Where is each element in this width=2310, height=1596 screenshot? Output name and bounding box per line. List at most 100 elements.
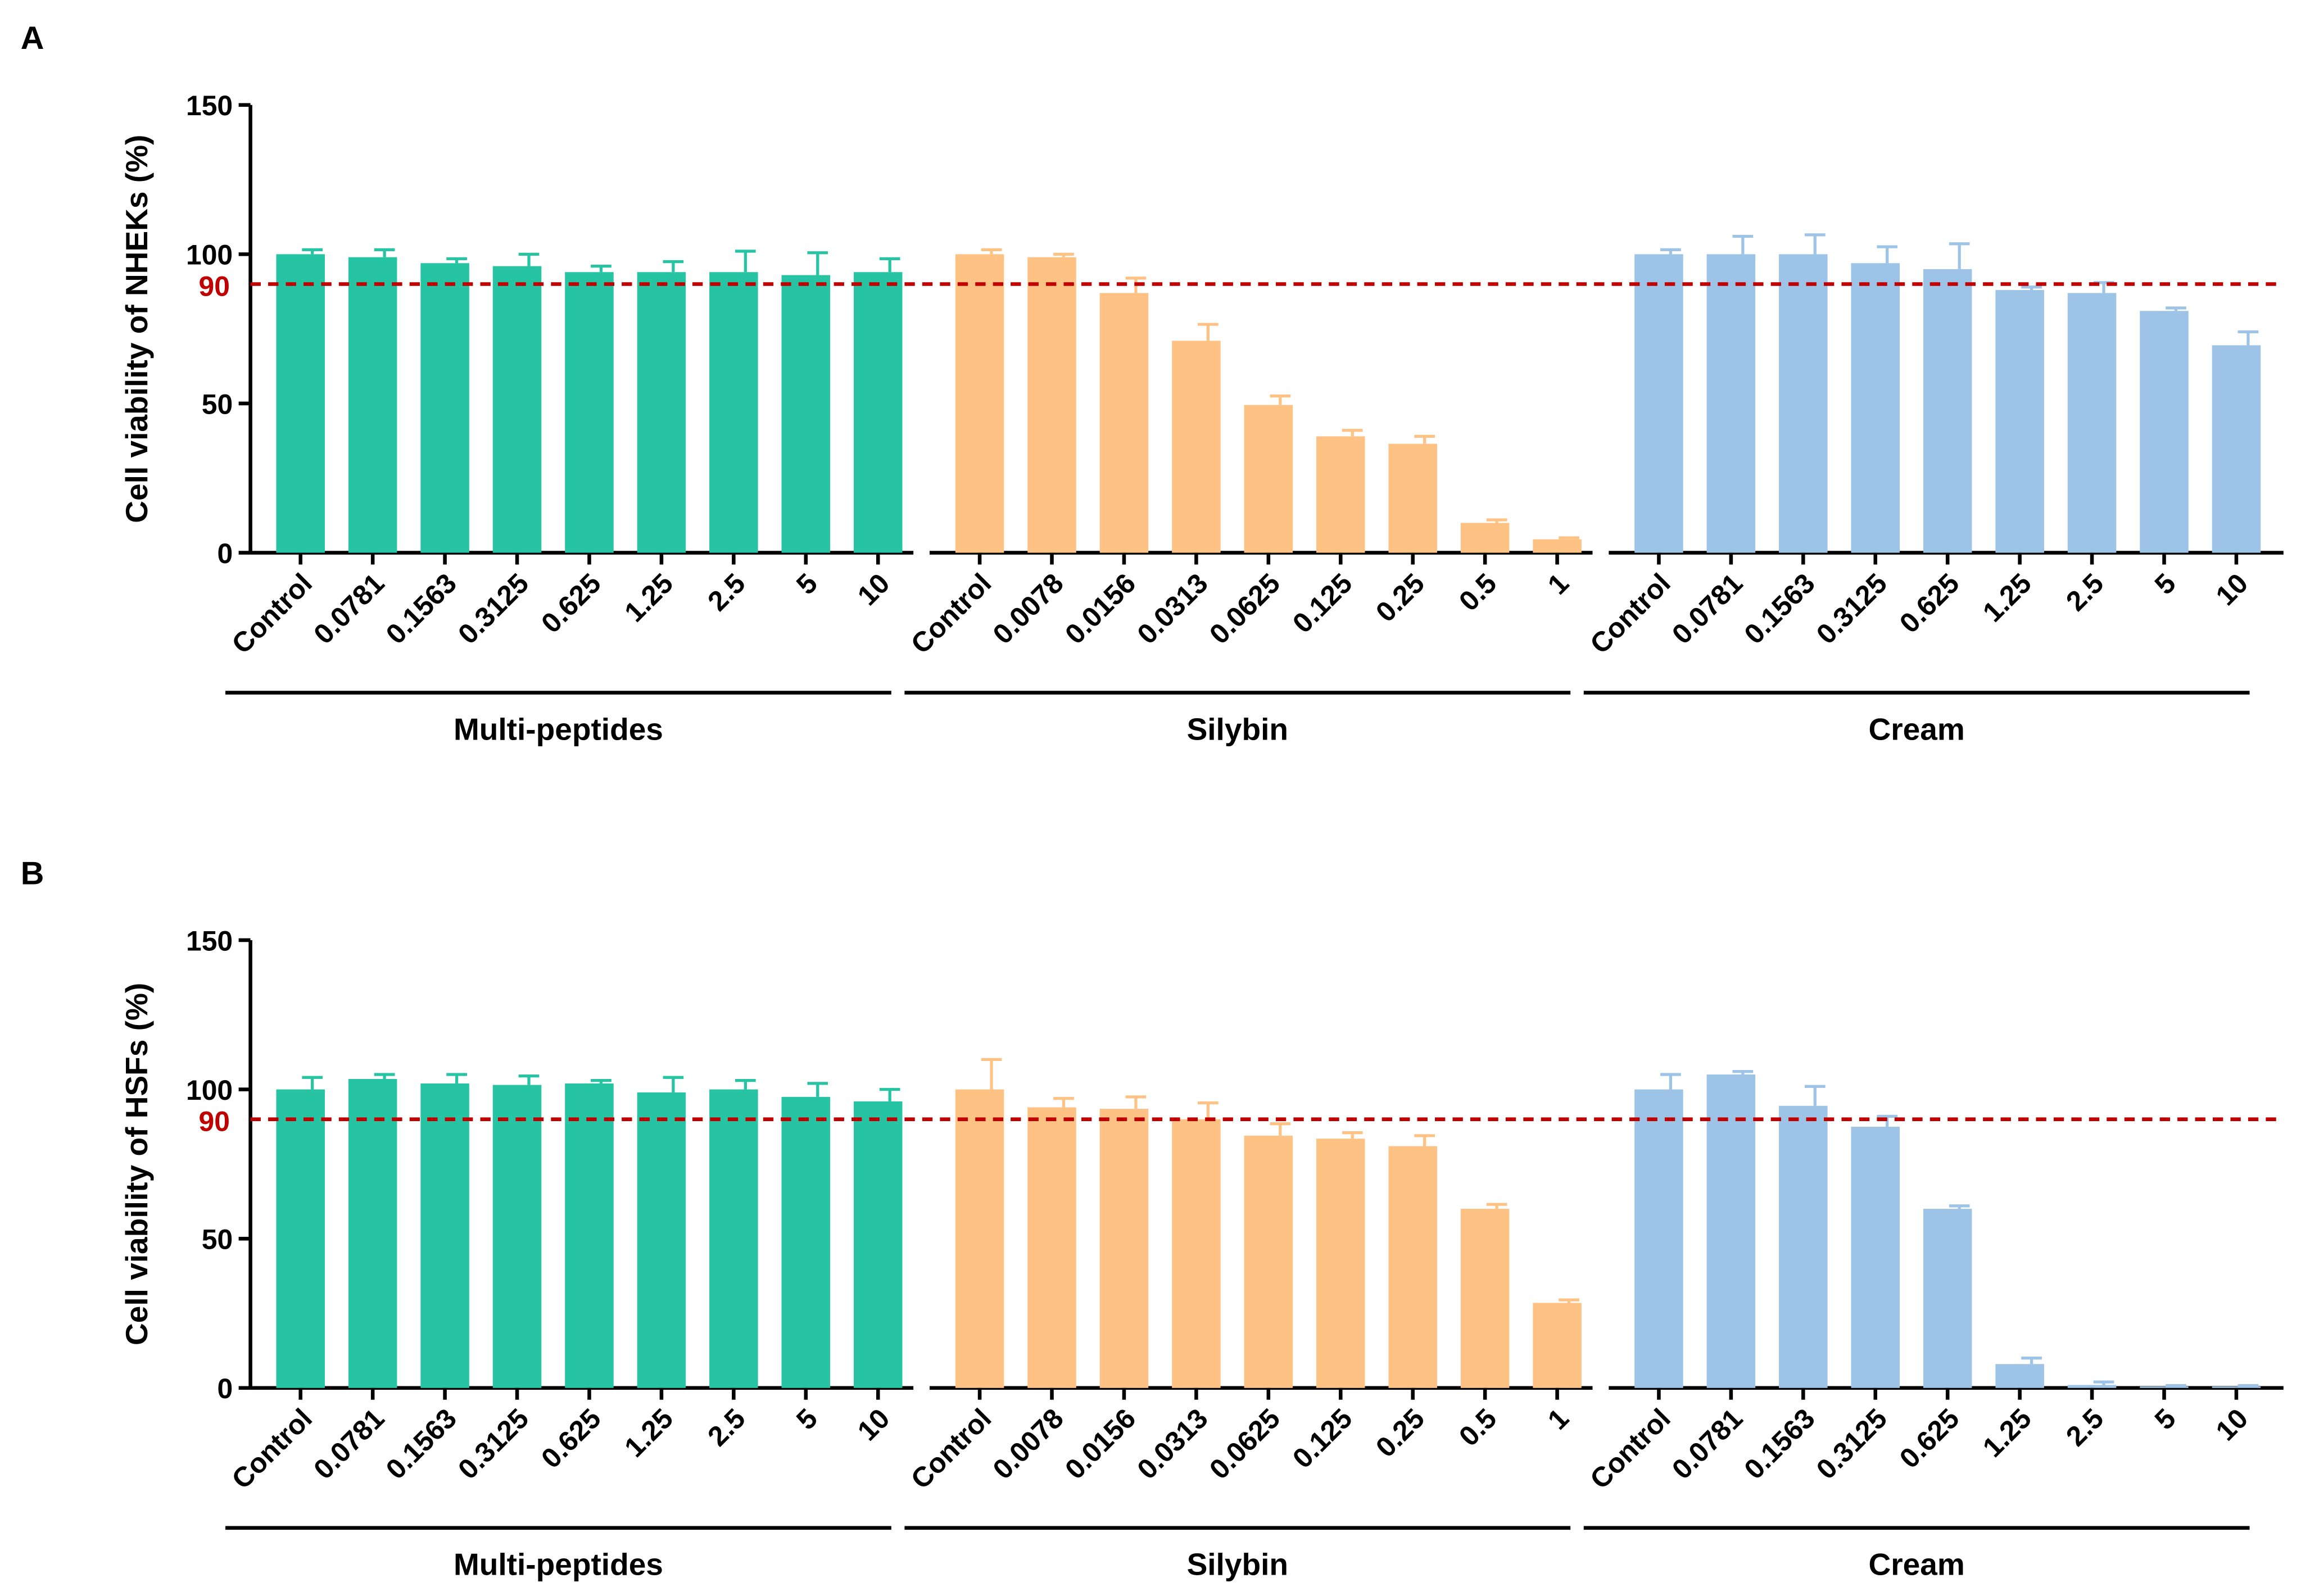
y-tick-label: 100 [186, 239, 233, 271]
x-tick-label: 1.25 [618, 1403, 679, 1463]
x-tick-label: Control [225, 567, 318, 660]
x-tick-label: 0.1563 [1738, 567, 1820, 650]
x-tick-label: Control [905, 1403, 998, 1495]
x-tick-label: 1.25 [618, 567, 679, 628]
x-tick-label: 10 [851, 567, 896, 611]
x-tick-label: 0.625 [1894, 567, 1965, 639]
bar [1779, 1105, 1828, 1388]
bar [492, 1085, 542, 1388]
bar [781, 1096, 831, 1388]
x-tick-label: 2.5 [2060, 1403, 2110, 1453]
x-tick-label: 1.25 [1977, 567, 2037, 628]
group-label: Cream [1868, 711, 1964, 746]
bar [276, 254, 325, 553]
group-label: Silybin [1187, 711, 1288, 746]
group-label: Cream [1868, 1547, 1964, 1582]
bar [1027, 1107, 1076, 1388]
x-tick-label: 0.5 [1453, 1403, 1503, 1453]
x-tick-label: Control [225, 1403, 318, 1495]
x-tick-label: 5 [790, 567, 823, 600]
bar [565, 1083, 614, 1388]
panel-label: B [21, 855, 44, 891]
bar [1027, 257, 1076, 553]
y-tick-label: 50 [202, 1224, 233, 1255]
bar [420, 1083, 469, 1388]
bar [1995, 290, 2044, 553]
x-tick-label: 0.3125 [1810, 567, 1893, 650]
y-tick-label: 100 [186, 1074, 233, 1106]
bar [1634, 1089, 1683, 1388]
x-tick-label: Control [905, 567, 998, 660]
bar [420, 263, 469, 553]
y-tick-label: 50 [202, 388, 233, 420]
x-tick-label: 0.0625 [1203, 1403, 1286, 1485]
x-tick-label: 0.0781 [307, 567, 390, 650]
bar [853, 272, 903, 553]
x-tick-label: 0.0078 [987, 1403, 1070, 1485]
bar [1099, 1109, 1149, 1388]
bar [1172, 1119, 1221, 1388]
bar [1172, 341, 1221, 553]
x-tick-label: 0.1563 [1738, 1403, 1820, 1485]
y-axis-title: Cell viability of HSFs (%) [119, 983, 154, 1345]
bar [1851, 263, 1900, 553]
bar [1706, 254, 1756, 553]
x-tick-label: 10 [2210, 1403, 2254, 1447]
bar [1460, 523, 1510, 553]
reference-label: 90 [199, 270, 230, 302]
group-label: Multi-peptides [454, 1547, 663, 1582]
bar [2067, 1385, 2117, 1388]
bar [853, 1101, 903, 1388]
bar [276, 1089, 325, 1388]
x-tick-label: 1 [1542, 567, 1575, 600]
bar [2212, 1386, 2261, 1388]
bar [1244, 405, 1293, 553]
bar [1634, 254, 1683, 553]
bar [955, 254, 1004, 553]
x-tick-label: 0.0156 [1059, 1403, 1142, 1485]
x-tick-label: Control [1584, 567, 1677, 660]
bar [1316, 436, 1365, 553]
x-tick-label: 0.3125 [452, 567, 535, 650]
bar [492, 266, 542, 553]
x-tick-label: 0.0781 [307, 1403, 390, 1485]
bar [637, 1092, 686, 1388]
x-tick-label: 0.0625 [1203, 567, 1286, 650]
bar [1244, 1135, 1293, 1388]
panel-label: A [21, 20, 44, 56]
bar [955, 1089, 1004, 1388]
bar [1923, 1209, 1972, 1388]
bar [1923, 269, 1972, 553]
x-tick-label: Control [1584, 1403, 1677, 1495]
y-tick-label: 150 [186, 90, 233, 121]
x-tick-label: 0.0078 [987, 567, 1070, 650]
x-tick-label: 0.3125 [1810, 1403, 1893, 1485]
bar [1460, 1209, 1510, 1388]
bar [2140, 1386, 2189, 1388]
bar [1388, 443, 1437, 553]
x-tick-label: 2.5 [701, 1403, 751, 1453]
bar [2067, 293, 2117, 553]
bar [781, 275, 831, 553]
bar [637, 272, 686, 553]
x-tick-label: 0.3125 [452, 1403, 535, 1485]
bar [2212, 345, 2261, 553]
x-tick-label: 0.5 [1453, 567, 1503, 617]
x-tick-label: 2.5 [2060, 567, 2110, 617]
bar [1779, 254, 1828, 553]
bar [1995, 1364, 2044, 1388]
reference-label: 90 [199, 1106, 230, 1137]
x-tick-label: 0.0781 [1666, 567, 1749, 650]
x-tick-label: 1 [1542, 1403, 1575, 1436]
x-tick-label: 5 [2149, 567, 2182, 600]
x-tick-label: 0.1563 [380, 1403, 463, 1485]
bar [1851, 1126, 1900, 1388]
bar [709, 272, 758, 553]
group-label: Multi-peptides [454, 711, 663, 746]
x-tick-label: 0.0313 [1131, 567, 1213, 650]
x-tick-label: 0.25 [1370, 1403, 1430, 1463]
bar [348, 1078, 397, 1388]
x-tick-label: 10 [851, 1403, 896, 1447]
x-tick-label: 2.5 [701, 567, 751, 617]
x-tick-label: 0.0156 [1059, 567, 1142, 650]
